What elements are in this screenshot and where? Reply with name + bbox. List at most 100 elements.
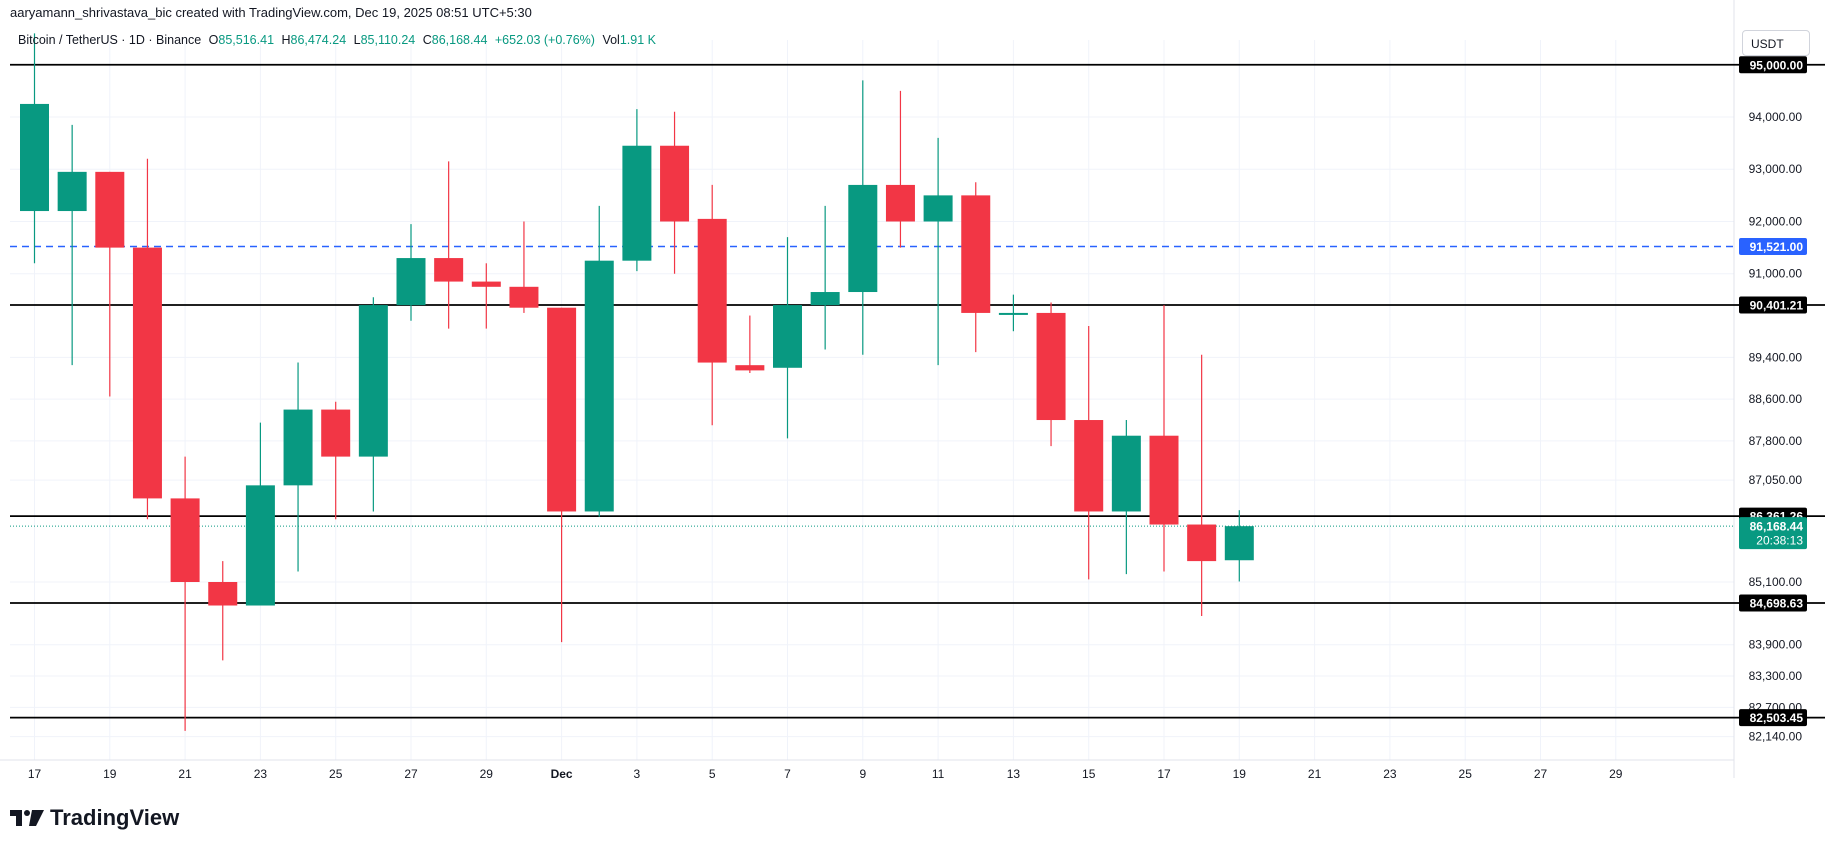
candle-body[interactable] [95, 171, 125, 248]
high-value: 86,474.24 [290, 33, 347, 47]
candle-body[interactable] [584, 260, 614, 512]
candle-body[interactable] [848, 184, 878, 293]
candle-body[interactable] [57, 171, 87, 212]
time-tick-label: Dec [551, 767, 573, 781]
price-tick-label: 91,000.00 [1749, 267, 1803, 281]
candle-body[interactable] [1149, 435, 1179, 525]
candle-body[interactable] [20, 103, 49, 212]
candle-body[interactable] [810, 292, 840, 306]
candle-body[interactable] [396, 258, 426, 306]
candle-countdown-label: 20:38:13 [1756, 534, 1803, 548]
price-tick-label: 88,600.00 [1749, 392, 1803, 406]
last-price-tag [1739, 517, 1807, 550]
candle-body[interactable] [923, 195, 953, 222]
time-tick-label: 7 [784, 767, 791, 781]
price-tick-label: 82,140.00 [1749, 730, 1803, 744]
close-value: 86,168.44 [431, 33, 488, 47]
time-tick-label: 27 [1534, 767, 1548, 781]
close-label: C [422, 33, 432, 47]
candle-body[interactable] [773, 305, 802, 368]
candle-body[interactable] [132, 247, 162, 499]
low-value: 85,110.24 [360, 33, 416, 47]
currency-button[interactable]: USDT [1742, 30, 1810, 56]
candle-body[interactable] [208, 582, 238, 606]
open-value: 85,516.41 [218, 33, 275, 47]
change-value: +652.03 (+0.76%) [494, 33, 595, 47]
price-tick-label: 83,300.00 [1749, 669, 1803, 683]
candle-body[interactable] [1111, 435, 1141, 512]
time-tick-label: 29 [1609, 767, 1623, 781]
time-tick-label: 3 [634, 767, 641, 781]
time-tick-label: 5 [709, 767, 716, 781]
time-tick-label: 15 [1082, 767, 1096, 781]
time-tick-label: 29 [480, 767, 494, 781]
ohlc-legend: Bitcoin / TetherUS · 1D · Binance O85,51… [18, 33, 660, 47]
candle-body[interactable] [434, 258, 464, 282]
price-tick-label: 93,000.00 [1749, 162, 1803, 176]
brand-name: TradingView [50, 805, 180, 830]
time-tick-label: 9 [859, 767, 866, 781]
price-level-tag[interactable] [1739, 296, 1807, 314]
high-label: H [281, 33, 291, 47]
price-tick-label: 92,000.00 [1749, 214, 1803, 228]
price-level-tag[interactable] [1739, 594, 1807, 612]
time-tick-label: 19 [1233, 767, 1247, 781]
price-tick-label: 83,900.00 [1749, 638, 1803, 652]
candle-body[interactable] [358, 305, 388, 457]
candle-body[interactable] [1187, 524, 1217, 562]
time-tick-label: 25 [1459, 767, 1473, 781]
candle-body[interactable] [735, 365, 765, 371]
volume-value: 1.91 K [619, 33, 656, 47]
candle-body[interactable] [660, 145, 690, 222]
last-price-tag-label: 86,168.44 [1750, 520, 1804, 534]
time-tick-label: 13 [1007, 767, 1021, 781]
time-tick-label: 11 [932, 767, 945, 781]
time-tick-label: 17 [1157, 767, 1171, 781]
price-tick-label: 87,800.00 [1749, 434, 1803, 448]
candle-body[interactable] [321, 409, 351, 457]
candle-body[interactable] [1036, 312, 1066, 421]
time-tick-label: 27 [404, 767, 418, 781]
volume-label: Vol [602, 33, 620, 47]
candle-body[interactable] [547, 307, 577, 512]
price-tick-label: 94,000.00 [1749, 110, 1803, 124]
price-level-tag-label: 84,698.63 [1750, 596, 1804, 610]
candle-body[interactable] [170, 498, 200, 582]
price-level-tag[interactable] [1739, 709, 1807, 727]
time-tick-label: 19 [103, 767, 117, 781]
candle-body[interactable] [471, 281, 501, 287]
time-tick-label: 17 [28, 767, 42, 781]
candle-body[interactable] [697, 218, 727, 363]
candle-body[interactable] [622, 145, 652, 261]
candle-body[interactable] [961, 195, 991, 313]
candle-body[interactable] [885, 184, 915, 222]
time-tick-label: 23 [254, 767, 268, 781]
open-label: O [208, 33, 219, 47]
time-tick-label: 21 [1308, 767, 1322, 781]
price-tick-label: 87,050.00 [1749, 473, 1803, 487]
candle-body[interactable] [245, 485, 275, 606]
price-level-tag[interactable] [1739, 238, 1807, 256]
price-level-tag-label: 91,521.00 [1750, 240, 1804, 254]
time-tick-label: 23 [1383, 767, 1397, 781]
candle-body[interactable] [283, 409, 313, 486]
chart-credit: aaryamann_shrivastava_bic created with T… [10, 5, 532, 20]
time-tick-label: 21 [178, 767, 192, 781]
tradingview-icon [10, 810, 44, 826]
price-level-tag-label: 95,000.00 [1750, 58, 1804, 72]
price-tick-label: 85,100.00 [1749, 575, 1803, 589]
price-level-tag-label: 90,401.21 [1750, 299, 1804, 313]
price-tick-label: 89,400.00 [1749, 350, 1803, 364]
price-level-tag[interactable] [1739, 56, 1807, 74]
time-tick-label: 25 [329, 767, 343, 781]
tradingview-logo: TradingView [10, 805, 179, 831]
candle-body[interactable] [998, 312, 1028, 315]
symbol-label[interactable]: Bitcoin / TetherUS · 1D · Binance [18, 33, 202, 47]
candle-body[interactable] [1074, 420, 1104, 512]
candle-body[interactable] [509, 286, 539, 308]
price-level-tag-label: 82,503.45 [1750, 711, 1804, 725]
low-label: L [353, 33, 361, 47]
candle-body[interactable] [1224, 526, 1254, 561]
